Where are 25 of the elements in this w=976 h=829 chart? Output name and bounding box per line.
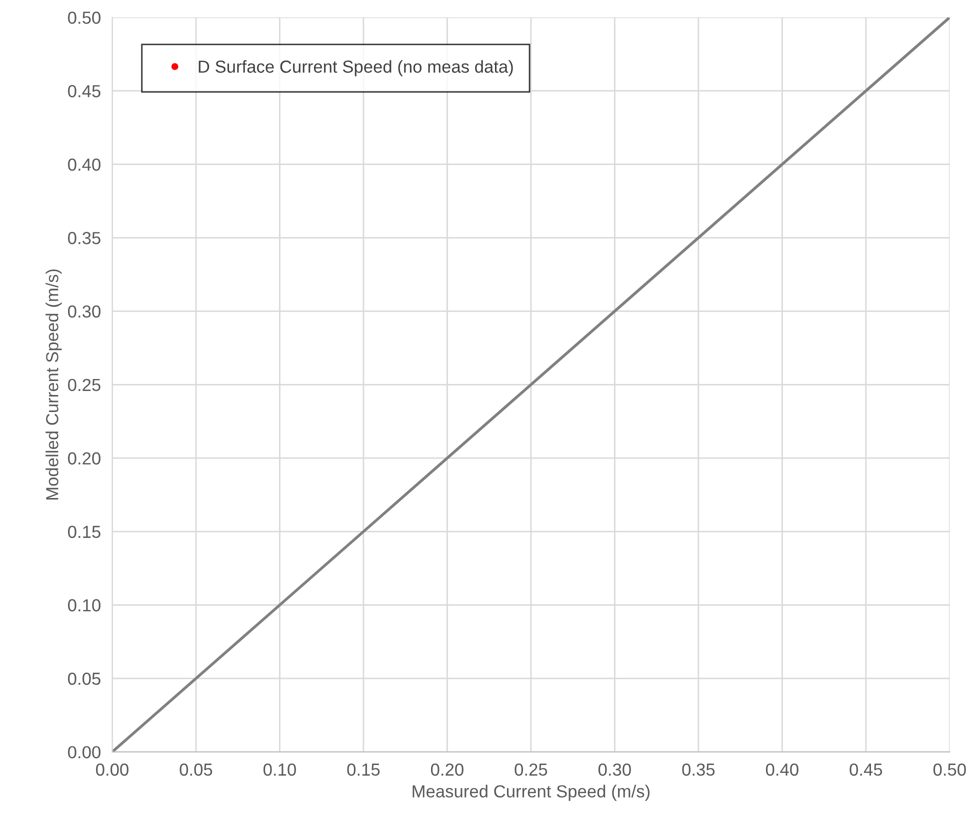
x-tick-label: 0.45 (850, 763, 882, 776)
y-tick-label: 0.05 (68, 672, 100, 685)
x-tick-label: 0.30 (598, 763, 631, 776)
y-tick-label: 0.40 (68, 158, 100, 171)
x-tick-label: 0.00 (96, 763, 128, 776)
y-tick-label: 0.30 (68, 305, 100, 318)
y-tick-label: 0.45 (68, 85, 100, 98)
y-tick-label: 0.00 (68, 746, 100, 758)
y-tick-label: 0.50 (68, 12, 100, 24)
x-tick-label: 0.05 (180, 763, 212, 776)
x-tick-label: 0.50 (933, 763, 966, 776)
y-tick-label: 0.35 (68, 232, 100, 244)
x-tick-label: 0.20 (430, 763, 464, 776)
y-tick-label: 0.25 (68, 378, 100, 392)
y-tick-label: 0.10 (68, 599, 100, 612)
x-tick-label: 0.25 (514, 763, 548, 776)
x-tick-label: 0.40 (766, 763, 798, 776)
legend-label: D Surface Current Speed (no meas data) (198, 60, 513, 76)
y-tick-label: 0.15 (68, 526, 100, 538)
x-axis-title: Measured Current Speed (m/s) (412, 784, 650, 801)
y-axis-title: Modelled Current Speed (m/s) (46, 269, 62, 500)
x-tick-label: 0.10 (264, 763, 296, 776)
x-tick-label: 0.15 (347, 763, 380, 776)
x-tick-label: 0.35 (682, 763, 715, 776)
y-tick-label: 0.20 (68, 452, 100, 465)
